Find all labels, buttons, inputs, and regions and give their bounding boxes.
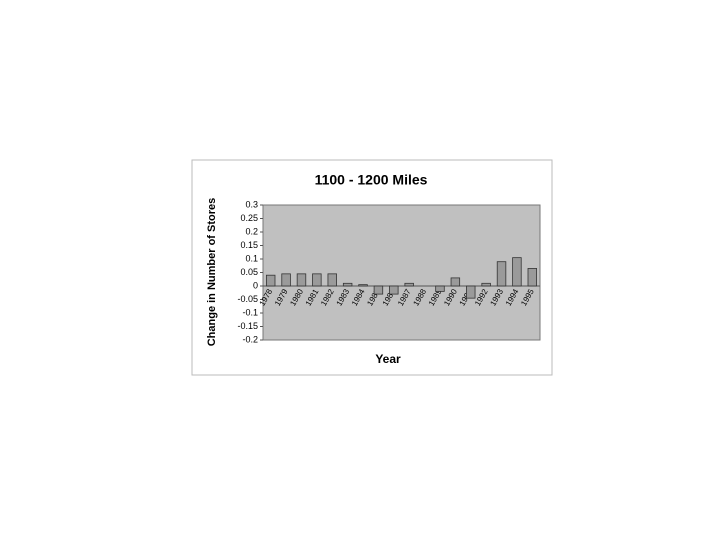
- bar: [342, 282, 353, 287]
- bar: [527, 268, 538, 287]
- bar: [358, 284, 368, 287]
- bar: [435, 285, 445, 292]
- y-tick-label: 0.3: [245, 199, 258, 209]
- y-tick-label: 0.15: [240, 240, 258, 250]
- bar: [450, 277, 461, 287]
- y-tick-label: -0.15: [237, 321, 258, 331]
- y-tick-label: -0.2: [242, 334, 258, 344]
- bar: [265, 274, 276, 287]
- bar: [312, 273, 322, 287]
- chart-title: 1100 - 1200 Miles: [315, 172, 428, 188]
- bar: [327, 273, 337, 287]
- plot-area: [262, 204, 541, 341]
- bar: [296, 273, 307, 287]
- bar: [496, 261, 507, 287]
- bar: [281, 273, 291, 287]
- bar: [389, 285, 399, 295]
- y-tick-label: 0.25: [240, 213, 258, 223]
- y-tick-label: -0.1: [242, 307, 258, 317]
- bar: [373, 285, 384, 295]
- bar: [481, 282, 491, 287]
- y-tick-label: 0: [253, 280, 258, 290]
- bar: [404, 282, 414, 287]
- y-tick-label: -0.05: [237, 294, 258, 304]
- y-axis-title: Change in Number of Stores: [206, 198, 218, 347]
- y-tick-label: 0.1: [245, 253, 258, 263]
- x-axis-title: Year: [375, 352, 401, 366]
- y-tick-label: 0.05: [240, 267, 258, 277]
- y-tick-label: 0.2: [245, 226, 258, 236]
- bar: [466, 285, 476, 299]
- bar: [512, 257, 522, 287]
